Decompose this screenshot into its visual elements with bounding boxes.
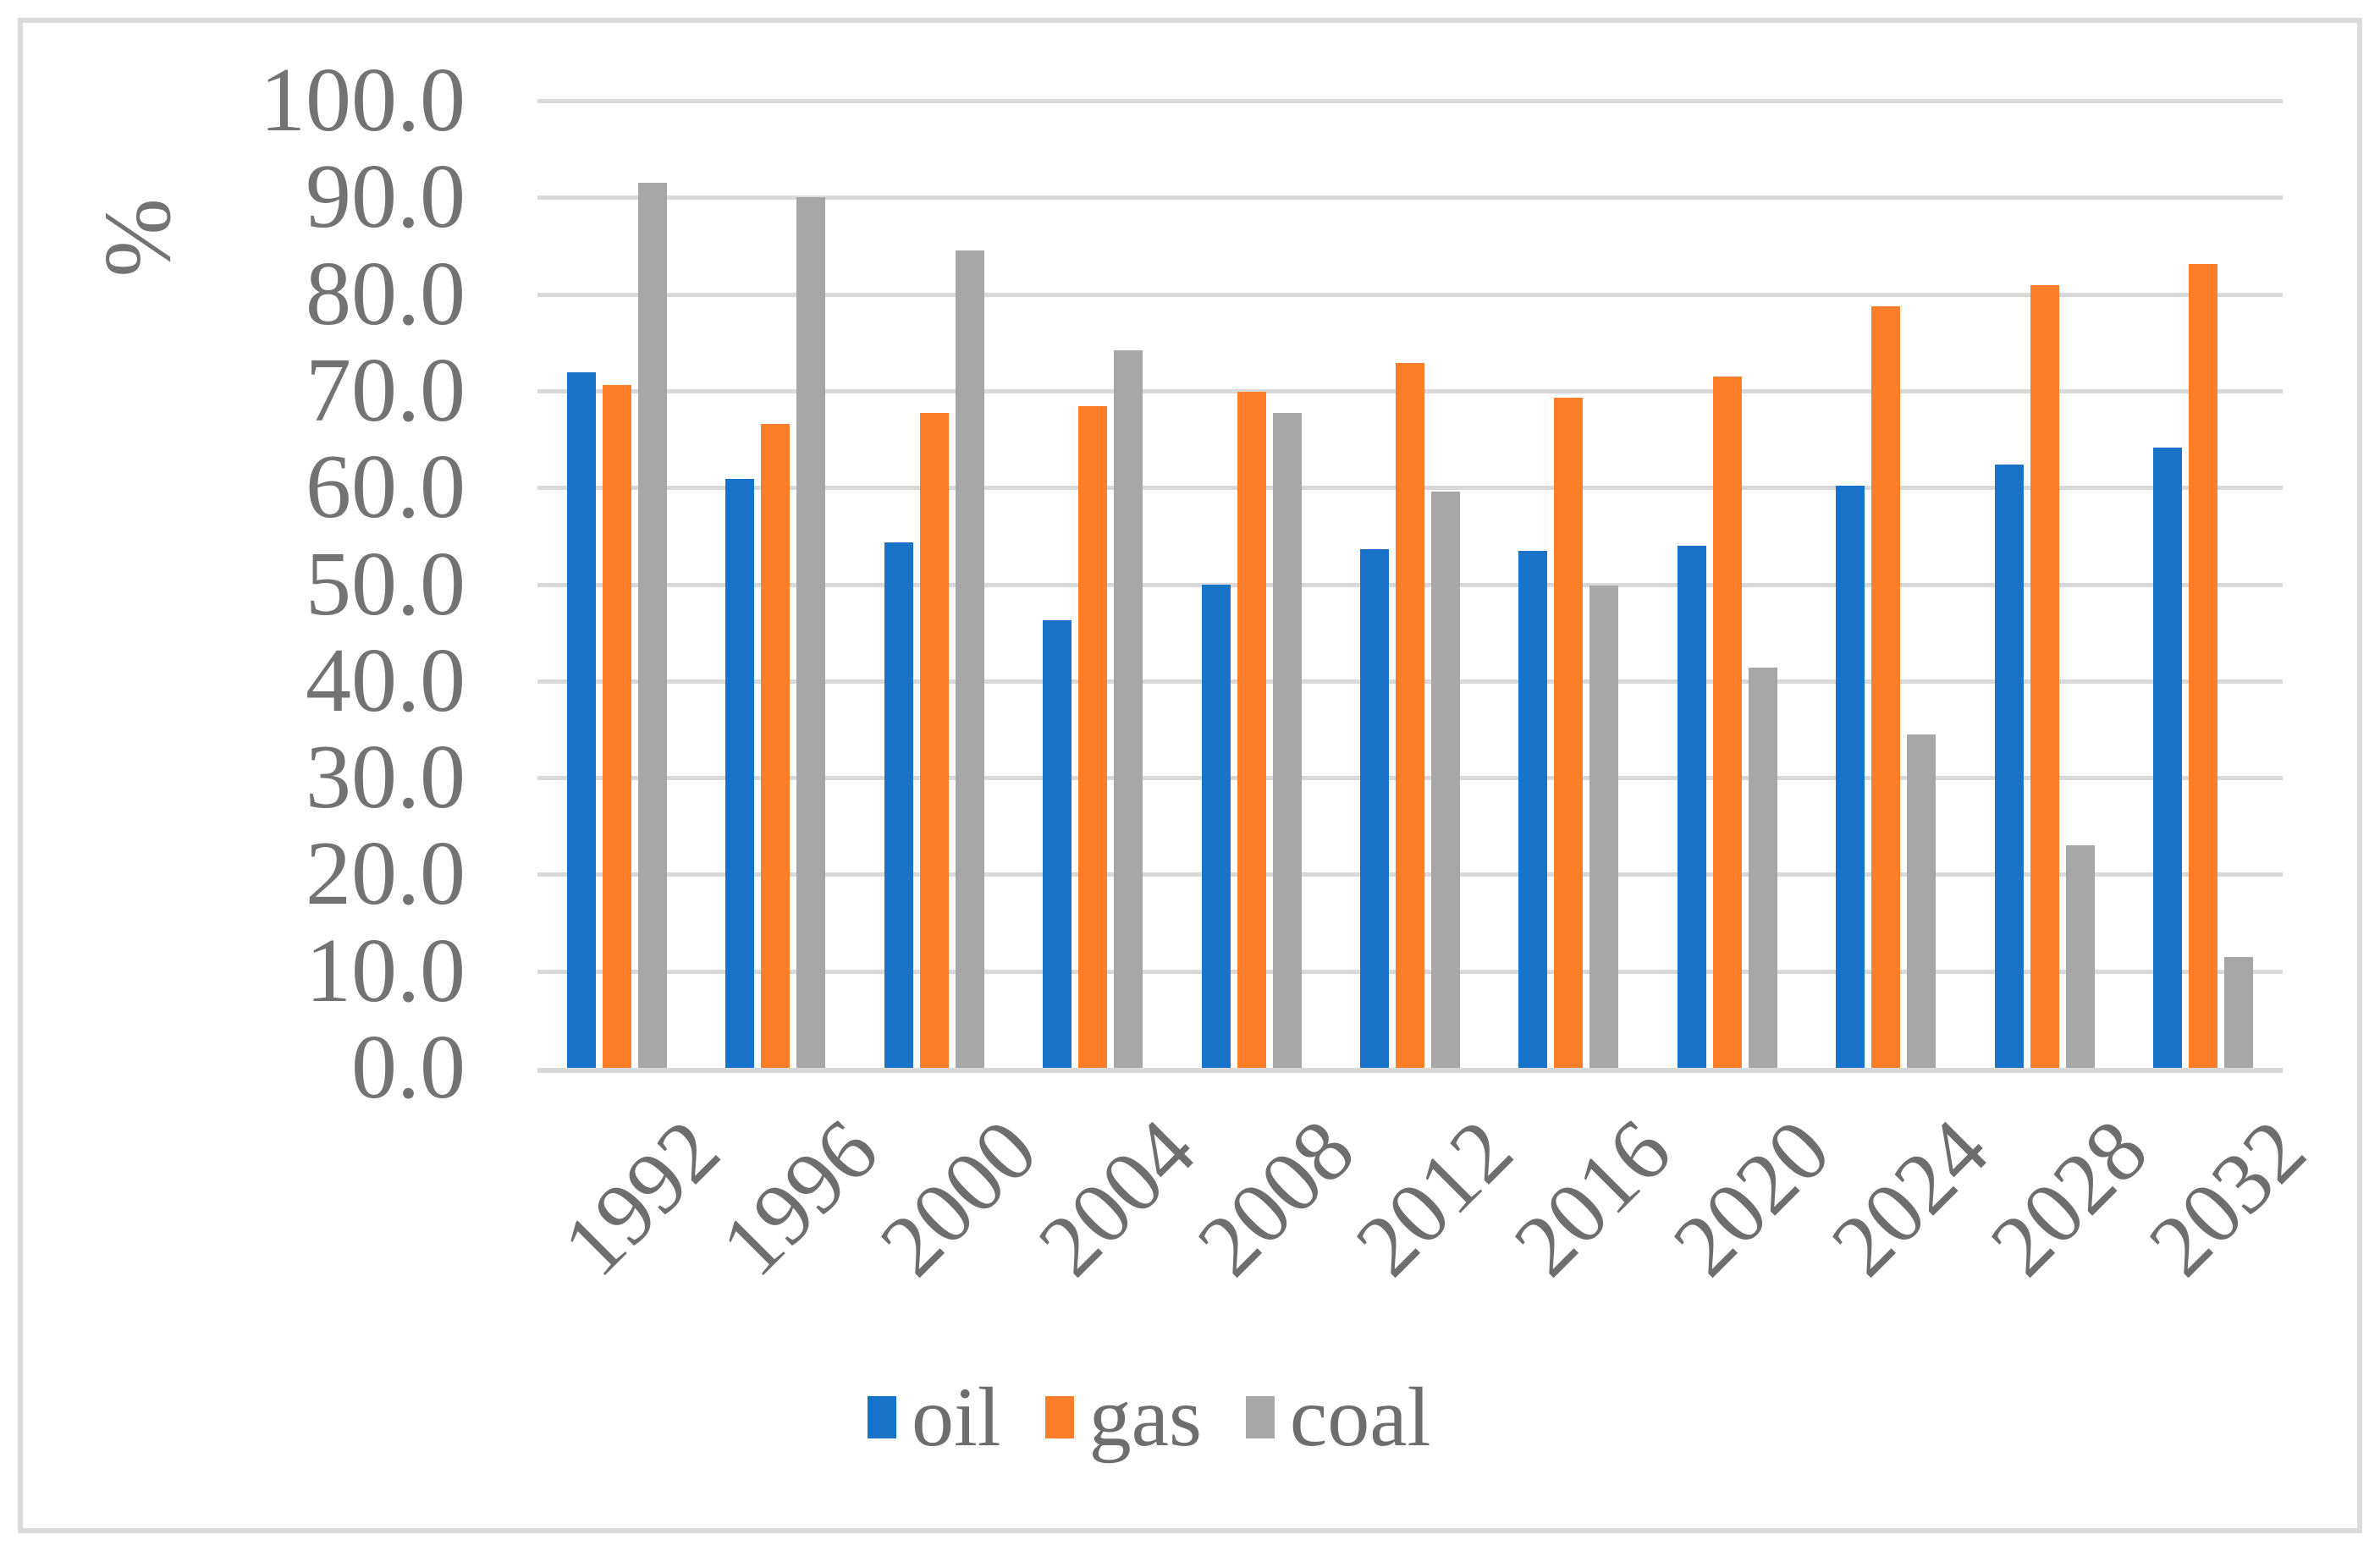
- bar-coal-2028: [2065, 845, 2095, 1068]
- y-tick-label: 80.0: [306, 243, 466, 344]
- legend-label: coal: [1289, 1370, 1431, 1464]
- bar-coal-2004: [1114, 349, 1143, 1068]
- bar-oil-2004: [1043, 619, 1072, 1068]
- y-tick-label: 20.0: [306, 823, 466, 925]
- y-tick-label: 30.0: [306, 727, 466, 828]
- bar-oil-2016: [1518, 550, 1548, 1068]
- bar-oil-1992: [566, 372, 596, 1068]
- legend-item-oil: oil: [868, 1375, 1001, 1460]
- bar-coal-2016: [1589, 585, 1619, 1068]
- bar-coal-2008: [1272, 413, 1302, 1068]
- bar-oil-2000: [884, 542, 913, 1068]
- bar-gas-2012: [1396, 362, 1424, 1068]
- gridline: [537, 99, 2283, 103]
- bar-coal-2032: [2224, 956, 2254, 1068]
- bar-oil-2012: [1360, 549, 1389, 1068]
- x-axis-line: [537, 1068, 2283, 1073]
- legend-swatch-coal: [1245, 1396, 1275, 1438]
- bar-gas-2028: [2030, 285, 2059, 1068]
- y-tick-label: 60.0: [306, 437, 466, 538]
- bar-oil-2020: [1677, 545, 1706, 1068]
- gridline: [537, 195, 2283, 201]
- bar-gas-2008: [1237, 392, 1266, 1068]
- plot-area: [537, 99, 2283, 1073]
- bar-gas-2024: [1871, 306, 1901, 1068]
- bar-coal-1996: [796, 197, 826, 1068]
- bar-coal-2020: [1748, 667, 1777, 1068]
- bar-gas-2032: [2189, 264, 2218, 1068]
- gridline: [537, 292, 2283, 297]
- y-tick-label: 70.0: [306, 339, 466, 441]
- y-tick-label: 0.0: [351, 1017, 466, 1118]
- y-tick-label: 40.0: [306, 630, 466, 731]
- bar-gas-2004: [1078, 406, 1108, 1068]
- bar-oil-2024: [1836, 485, 1865, 1068]
- bar-oil-2032: [2153, 448, 2183, 1068]
- legend-label: oil: [912, 1370, 1001, 1464]
- legend-item-coal: coal: [1245, 1370, 1431, 1464]
- y-tick-label: 10.0: [306, 920, 466, 1021]
- bar-oil-2008: [1201, 584, 1231, 1068]
- bar-gas-2000: [919, 413, 949, 1068]
- y-tick-label: 100.0: [260, 50, 466, 151]
- legend: oil gas coal: [868, 1367, 1430, 1468]
- bar-gas-1992: [602, 385, 631, 1068]
- legend-swatch-gas: [1044, 1396, 1074, 1438]
- bar-gas-2016: [1554, 397, 1584, 1068]
- bar-coal-1992: [637, 183, 667, 1068]
- y-tick-label: 90.0: [306, 146, 466, 248]
- bar-coal-2012: [1431, 491, 1460, 1068]
- bar-gas-1996: [761, 423, 791, 1068]
- legend-swatch-oil: [868, 1396, 896, 1438]
- legend-label: gas: [1088, 1370, 1202, 1464]
- figure-border: [18, 18, 2362, 1533]
- bar-coal-2024: [1907, 734, 1937, 1068]
- y-tick-label: 50.0: [306, 533, 466, 635]
- legend-item-gas: gas: [1044, 1370, 1202, 1464]
- bar-oil-2028: [1994, 464, 2024, 1068]
- bar-coal-2000: [955, 250, 984, 1068]
- bar-oil-1996: [725, 478, 755, 1068]
- bar-gas-2020: [1712, 376, 1742, 1068]
